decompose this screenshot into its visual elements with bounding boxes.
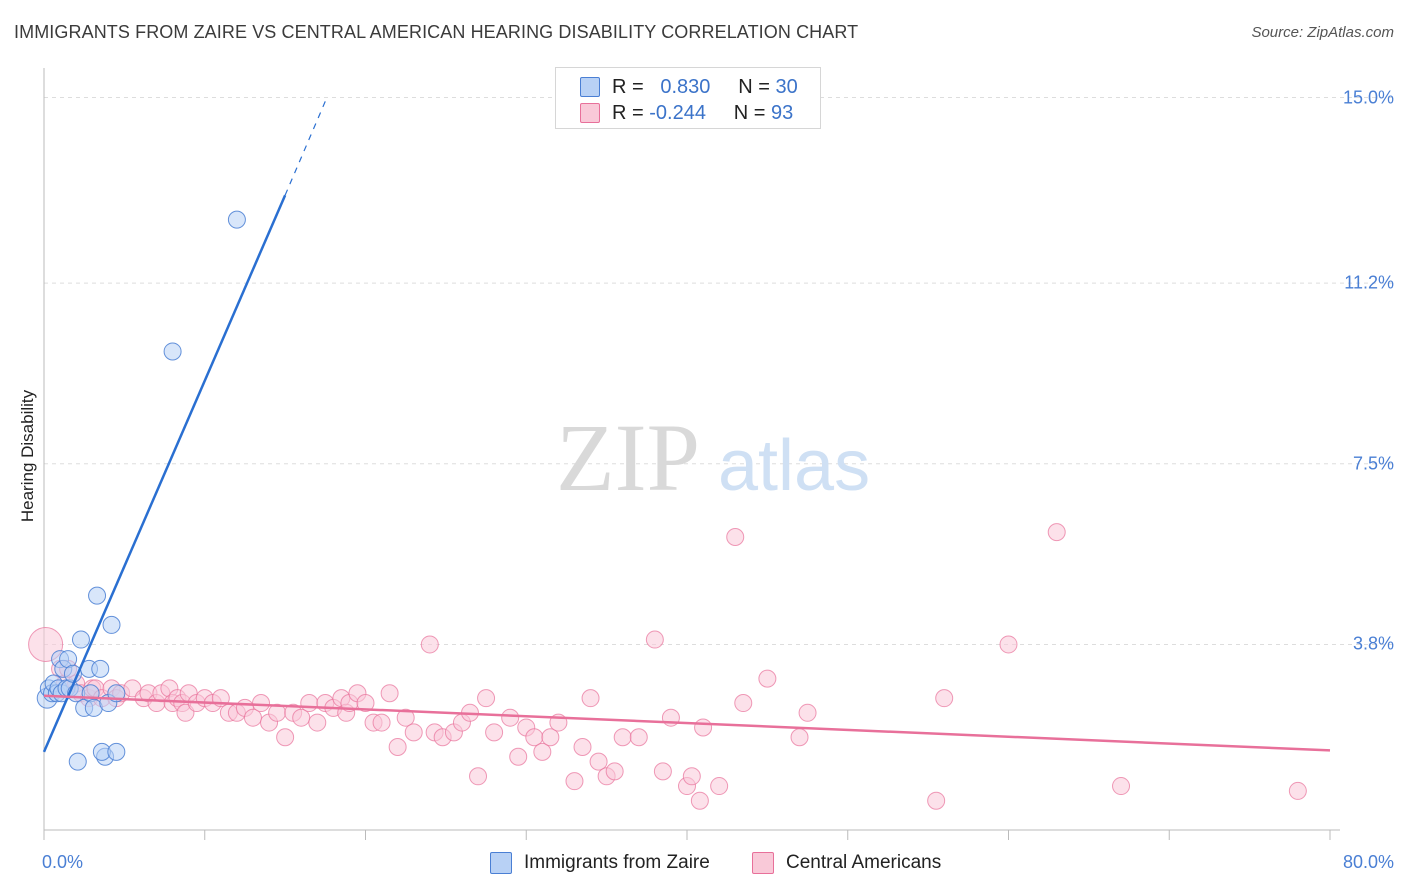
data-point-zaire xyxy=(71,630,90,649)
data-point-central-americans xyxy=(565,772,584,791)
data-point-central-americans xyxy=(999,635,1018,654)
data-point-central-americans xyxy=(501,708,520,727)
data-point-zaire xyxy=(227,210,246,229)
data-point-central-americans xyxy=(573,737,592,756)
x-tick-label-min: 0.0% xyxy=(42,852,84,872)
data-point-central-americans xyxy=(533,742,552,761)
chart-source: Source: ZipAtlas.com xyxy=(1251,24,1394,41)
data-point-central-americans xyxy=(758,669,777,688)
data-point-zaire xyxy=(163,342,182,361)
data-point-central-americans xyxy=(581,689,600,708)
data-point-central-americans xyxy=(790,728,809,747)
chart-title: IMMIGRANTS FROM ZAIRE VS CENTRAL AMERICA… xyxy=(14,22,859,42)
legend-swatch-pink xyxy=(580,103,600,123)
data-point-central-americans xyxy=(396,708,415,727)
data-point-central-americans xyxy=(1112,777,1131,796)
data-point-central-americans xyxy=(356,694,375,713)
trend-lines xyxy=(42,97,1331,753)
legend-n-label: N = xyxy=(738,75,770,98)
data-point-zaire xyxy=(68,752,87,771)
data-point-central-americans xyxy=(694,718,713,737)
data-point-central-americans xyxy=(243,708,262,727)
trend-line-central-americans xyxy=(43,694,1331,752)
legend-n-value: 30 xyxy=(775,75,798,98)
data-point-central-americans xyxy=(380,684,399,703)
data-point-central-americans xyxy=(252,694,271,713)
data-point-central-americans xyxy=(477,689,496,708)
data-point-central-americans xyxy=(404,723,423,742)
data-point-central-americans xyxy=(690,791,709,810)
data-point-central-americans xyxy=(509,747,528,766)
data-point-central-americans xyxy=(541,728,560,747)
legend-r-value: 0.830 xyxy=(660,75,711,98)
bottom-legend-swatch-blue xyxy=(490,852,512,874)
data-point-central-americans xyxy=(469,767,488,786)
x-tick-marks xyxy=(43,830,1331,840)
data-point-central-americans xyxy=(613,728,632,747)
data-point-central-americans xyxy=(276,728,295,747)
bottom-legend-swatch-pink xyxy=(752,852,774,874)
data-point-central-americans xyxy=(734,694,753,713)
bottom-legend-label: Immigrants from Zaire xyxy=(524,852,710,873)
data-point-central-americans xyxy=(645,630,664,649)
data-point-central-americans xyxy=(1288,781,1307,800)
y-tick-label: 3.8% xyxy=(1352,633,1394,654)
data-point-central-americans xyxy=(710,777,729,796)
watermark: ZIP atlas xyxy=(556,404,870,511)
grid-lines xyxy=(44,97,1392,645)
legend-swatch-blue xyxy=(580,77,600,97)
y-tick-label: 11.2% xyxy=(1344,272,1394,293)
data-point-central-americans xyxy=(653,762,672,781)
data-point-central-americans xyxy=(589,752,608,771)
data-point-zaire xyxy=(91,659,110,678)
data-point-zaire xyxy=(102,615,121,634)
correlation-legend: R = 0.830 N = 30 R = -0.244 N = 93 xyxy=(555,67,821,129)
data-point-central-americans xyxy=(798,703,817,722)
data-point-central-americans xyxy=(300,694,319,713)
data-point-central-americans xyxy=(629,728,648,747)
data-point-central-americans xyxy=(292,708,311,727)
data-point-zaire xyxy=(88,586,107,605)
legend-r-value: -0.244 xyxy=(649,101,706,124)
x-tick-label-max: 80.0% xyxy=(1342,852,1394,872)
watermark-zip: ZIP xyxy=(556,404,700,511)
watermark-atlas: atlas xyxy=(718,426,870,506)
y-tick-label: 15.0% xyxy=(1342,87,1394,108)
data-point-central-americans xyxy=(420,635,439,654)
y-axis-label: Hearing Disability xyxy=(18,389,37,523)
bottom-legend-label: Central Americans xyxy=(786,852,942,873)
y-tick-label: 7.5% xyxy=(1352,453,1394,474)
bottom-legend-central-americans[interactable]: Central Americans xyxy=(752,852,941,874)
data-point-central-americans xyxy=(605,762,624,781)
data-point-central-americans xyxy=(927,791,946,810)
legend-row-central-americans: R = -0.244 N = 93 xyxy=(580,101,793,125)
central-americans-points xyxy=(28,523,1307,810)
data-point-central-americans xyxy=(1047,523,1066,542)
data-point-zaire xyxy=(81,684,100,703)
data-point-central-americans xyxy=(682,767,701,786)
data-point-zaire xyxy=(107,742,126,761)
zaire-points xyxy=(36,210,246,771)
legend-row-zaire: R = 0.830 N = 30 xyxy=(580,75,798,99)
data-point-central-americans xyxy=(388,737,407,756)
legend-n-label: N = xyxy=(733,101,766,124)
legend-r-label: R = xyxy=(612,75,644,98)
legend-r-label: R = xyxy=(612,101,644,124)
data-point-central-americans xyxy=(308,713,327,732)
trend-line-zaire-extension xyxy=(284,97,328,196)
data-point-central-americans xyxy=(726,528,745,547)
legend-n-value: 93 xyxy=(771,101,794,124)
data-point-central-americans xyxy=(372,713,391,732)
data-point-central-americans xyxy=(485,723,504,742)
trend-line-zaire xyxy=(42,194,287,753)
bottom-legend-zaire[interactable]: Immigrants from Zaire xyxy=(490,852,710,874)
data-point-central-americans xyxy=(935,689,954,708)
